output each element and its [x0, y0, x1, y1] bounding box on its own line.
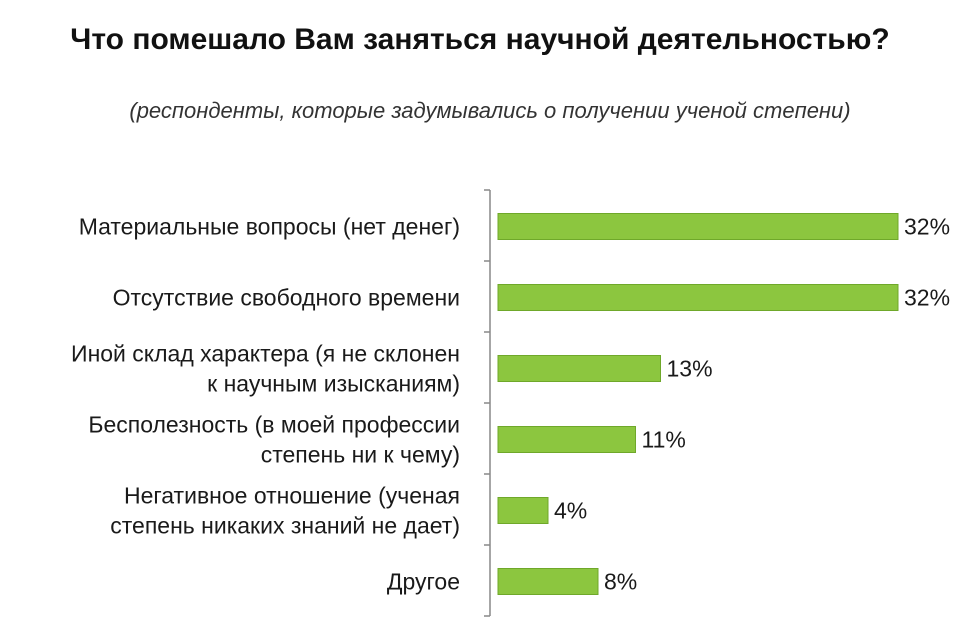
category-label: Иной склад характера (я не склонен	[71, 341, 460, 367]
bar	[497, 213, 899, 240]
bar	[497, 426, 636, 453]
data-label: 13%	[667, 356, 713, 382]
data-label: 4%	[554, 498, 587, 524]
category-label: Негативное отношение (ученая	[124, 483, 460, 509]
data-label: 11%	[642, 427, 686, 453]
data-label: 32%	[904, 285, 950, 311]
category-label: к научным изысканиям)	[207, 371, 460, 397]
bar	[497, 497, 549, 524]
bar	[497, 568, 599, 595]
data-label: 8%	[604, 569, 637, 595]
category-label: Другое	[387, 569, 460, 595]
bar	[497, 355, 661, 382]
chart-subtitle: (респонденты, которые задумывались о пол…	[129, 98, 851, 123]
data-label: 32%	[904, 214, 950, 240]
category-label: Отсутствие свободного времени	[113, 285, 460, 311]
chart-title: Что помешало Вам заняться научной деятел…	[70, 23, 890, 56]
bar	[497, 284, 899, 311]
category-label: Бесполезность (в моей профессии	[88, 412, 460, 438]
category-label: степень никаких знаний не дает)	[110, 513, 460, 539]
category-label: Материальные вопросы (нет денег)	[79, 214, 460, 240]
category-label: степень ни к чему)	[261, 442, 460, 468]
